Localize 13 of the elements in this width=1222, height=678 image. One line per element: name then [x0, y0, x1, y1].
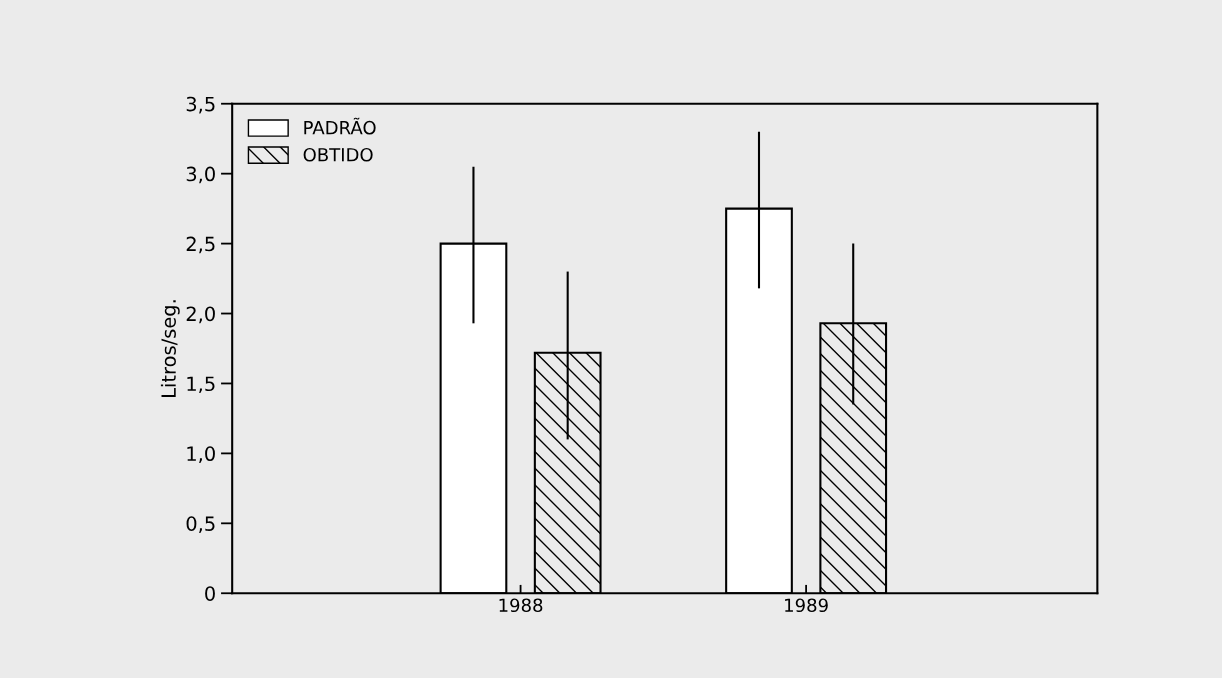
- x-tick-label: 1988: [499, 598, 543, 613]
- y-tick-label: 2,0: [186, 306, 215, 324]
- y-axis-title: Litros/seg.: [160, 300, 180, 397]
- x-tick-label: 1989: [785, 598, 828, 613]
- y-tick-label: 2,5: [186, 236, 215, 254]
- y-tick-label: 0: [205, 586, 215, 601]
- legend-label: OBTIDO: [303, 147, 373, 162]
- y-tick-label: 3,5: [186, 96, 215, 114]
- y-tick-label: 0,5: [186, 516, 215, 533]
- y-tick-label: 1,5: [187, 376, 215, 394]
- y-tick-label: 3,0: [186, 166, 215, 184]
- y-tick-label: 1,0: [187, 446, 215, 464]
- legend-label: PADRÃO: [304, 117, 376, 135]
